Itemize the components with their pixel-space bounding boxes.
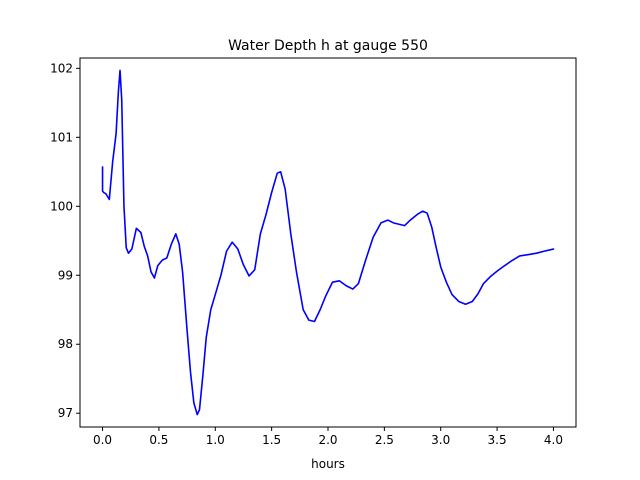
x-tick-label: 3.0 [431,433,450,447]
x-tick-label: 2.5 [375,433,394,447]
x-tick-label: 1.0 [206,433,225,447]
y-tick-label: 97 [58,406,73,420]
y-tick-label: 100 [50,199,73,213]
y-tick-label: 101 [50,130,73,144]
y-tick-label: 98 [58,337,73,351]
data-line-0 [101,69,555,416]
y-tick-label: 102 [50,61,73,75]
x-tick-label: 1.5 [262,433,281,447]
y-tick-label: 99 [58,268,73,282]
x-tick-label: 2.0 [318,433,337,447]
chart-title: Water Depth h at gauge 550 [228,38,428,54]
x-tick-label: 0.5 [149,433,168,447]
x-tick-label: 3.5 [488,433,507,447]
plot-area: 0.0 0.5 1.0 1.5 2.0 2.5 3.0 3.5 4.0 97 98 99 100 101 1… [50,57,577,447]
x-tick-label: 4.0 [544,433,563,447]
x-tick-label: 0.0 [93,433,112,447]
x-axis-label: hours [311,457,345,471]
